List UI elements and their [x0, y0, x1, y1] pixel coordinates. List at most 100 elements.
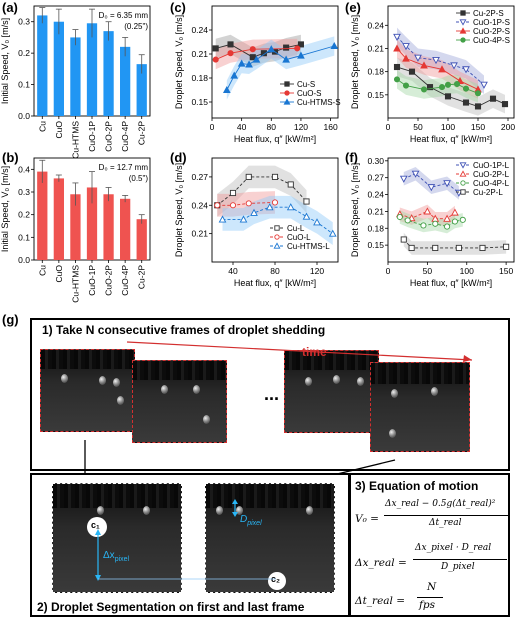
data-point [239, 215, 248, 223]
y-tick-label: 0.3 [18, 187, 30, 197]
data-point [396, 213, 403, 221]
y-tick-label: 0.0 [18, 255, 30, 265]
x-tick-label: CuO-1P [87, 121, 97, 152]
data-point [479, 244, 486, 251]
droplet [216, 506, 223, 515]
eq3-lhs: Δt_real = [355, 595, 406, 607]
data-point [420, 222, 427, 229]
y-tick-label: 0.18 [367, 67, 384, 77]
data-point [453, 80, 461, 88]
series-line [399, 210, 456, 220]
data-point [420, 61, 428, 69]
data-point [444, 93, 452, 100]
data-point [260, 50, 267, 57]
droplet [61, 374, 68, 383]
data-point [402, 54, 410, 62]
x-tick-label: 50 [423, 266, 433, 276]
bar [103, 194, 114, 260]
data-point [265, 203, 274, 211]
line-chart-c-frame [211, 5, 339, 119]
eq2-num: Δx_pixel · D_real [415, 543, 492, 553]
step2-title: 2) Droplet Segmentation on first and las… [37, 600, 305, 614]
x-axis-label: Heat flux, q″ [kW/m²] [410, 134, 492, 144]
dx-label: Δxpixel [103, 550, 130, 563]
y-axis-label: Initial Speed, V₀ [m/s] [0, 18, 10, 104]
data-point [459, 216, 466, 223]
step3-title: 3) Equation of motion [355, 479, 479, 493]
y-tick-label: 0.15 [367, 240, 384, 250]
data-point [303, 198, 310, 205]
x-tick-label: 80 [267, 122, 277, 132]
droplet-c1 [87, 517, 107, 537]
data-point [451, 218, 458, 225]
data-point [501, 101, 509, 108]
last-frame: c₂ Dpixel [205, 483, 335, 593]
data-point [274, 225, 280, 231]
x-axis-label: Heat flux, q″ [kW/m²] [234, 278, 316, 288]
droplet [113, 378, 120, 387]
droplet [431, 387, 438, 396]
data-point [444, 223, 451, 230]
data-point [229, 202, 237, 209]
droplet [389, 429, 396, 438]
legend-label: CuO-4P-L [473, 179, 510, 188]
eq3-bar [417, 597, 443, 598]
bar [120, 198, 131, 260]
data-point [330, 41, 339, 50]
data-point [450, 62, 458, 70]
data-point [313, 218, 321, 226]
series-line [217, 201, 276, 206]
data-point [414, 54, 422, 62]
x-tick-label: Cu-HTMS [70, 121, 80, 159]
data-point [459, 170, 467, 177]
data-point [284, 81, 290, 87]
step3-box: 3) Equation of motion V₀ = Δx_real − 0.5… [349, 473, 510, 617]
panel-label-d: (d) [170, 150, 187, 165]
data-point [432, 244, 439, 251]
annotation-diameter: D₀ = 6.35 mm [99, 11, 149, 20]
data-point [271, 199, 279, 206]
droplet-c2 [268, 572, 286, 590]
legend-label: CuO-S [297, 89, 321, 98]
data-point [222, 85, 231, 94]
data-point [489, 95, 497, 102]
data-point [286, 203, 295, 211]
x-tick-label: Cu-2P [137, 121, 147, 145]
data-point [462, 85, 470, 92]
legend-label: CuO-2P-S [473, 27, 510, 36]
data-point [273, 242, 281, 249]
y-tick-label: 0.30 [367, 156, 384, 166]
data-point [282, 55, 290, 63]
step1-box: 1) Take N consecutive frames of droplet … [30, 318, 510, 471]
first-frame: c₁ Δxpixel [52, 483, 182, 593]
y-tick-label: 0.4 [18, 164, 30, 174]
series-band [215, 34, 301, 67]
bar [53, 178, 64, 260]
data-point [443, 180, 451, 188]
annotation-diameter: D₀ = 12.7 mm [99, 163, 149, 172]
eq1-bar [384, 515, 508, 516]
y-axis-label: Droplet Speed, V₀ [m/s] [350, 15, 360, 109]
x-tick-label: 120 [310, 266, 324, 276]
data-point [297, 41, 304, 48]
step1-title: 1) Take N consecutive frames of droplet … [42, 323, 326, 337]
droplet [333, 375, 340, 384]
data-point [252, 55, 261, 63]
droplet [305, 377, 312, 386]
legend-label: Cu-S [297, 80, 315, 89]
series-line [396, 48, 479, 90]
data-point [432, 57, 440, 65]
panel-label-c: (c) [170, 0, 186, 15]
x-tick-label: 0 [386, 266, 391, 276]
x-tick-label: Cu [37, 265, 47, 276]
data-point [404, 217, 411, 224]
series-band [403, 232, 507, 255]
legend-label: Cu-HTMS-L [287, 242, 330, 251]
x-tick-label: CuO-2P [104, 265, 114, 296]
data-point [408, 68, 416, 75]
droplet [203, 415, 210, 424]
data-point [230, 71, 239, 79]
panel-label-b: (b) [2, 150, 19, 165]
y-axis-label: Droplet Speed, V₀ [m/s] [350, 163, 360, 257]
y-tick-label: 0.15 [191, 97, 208, 107]
